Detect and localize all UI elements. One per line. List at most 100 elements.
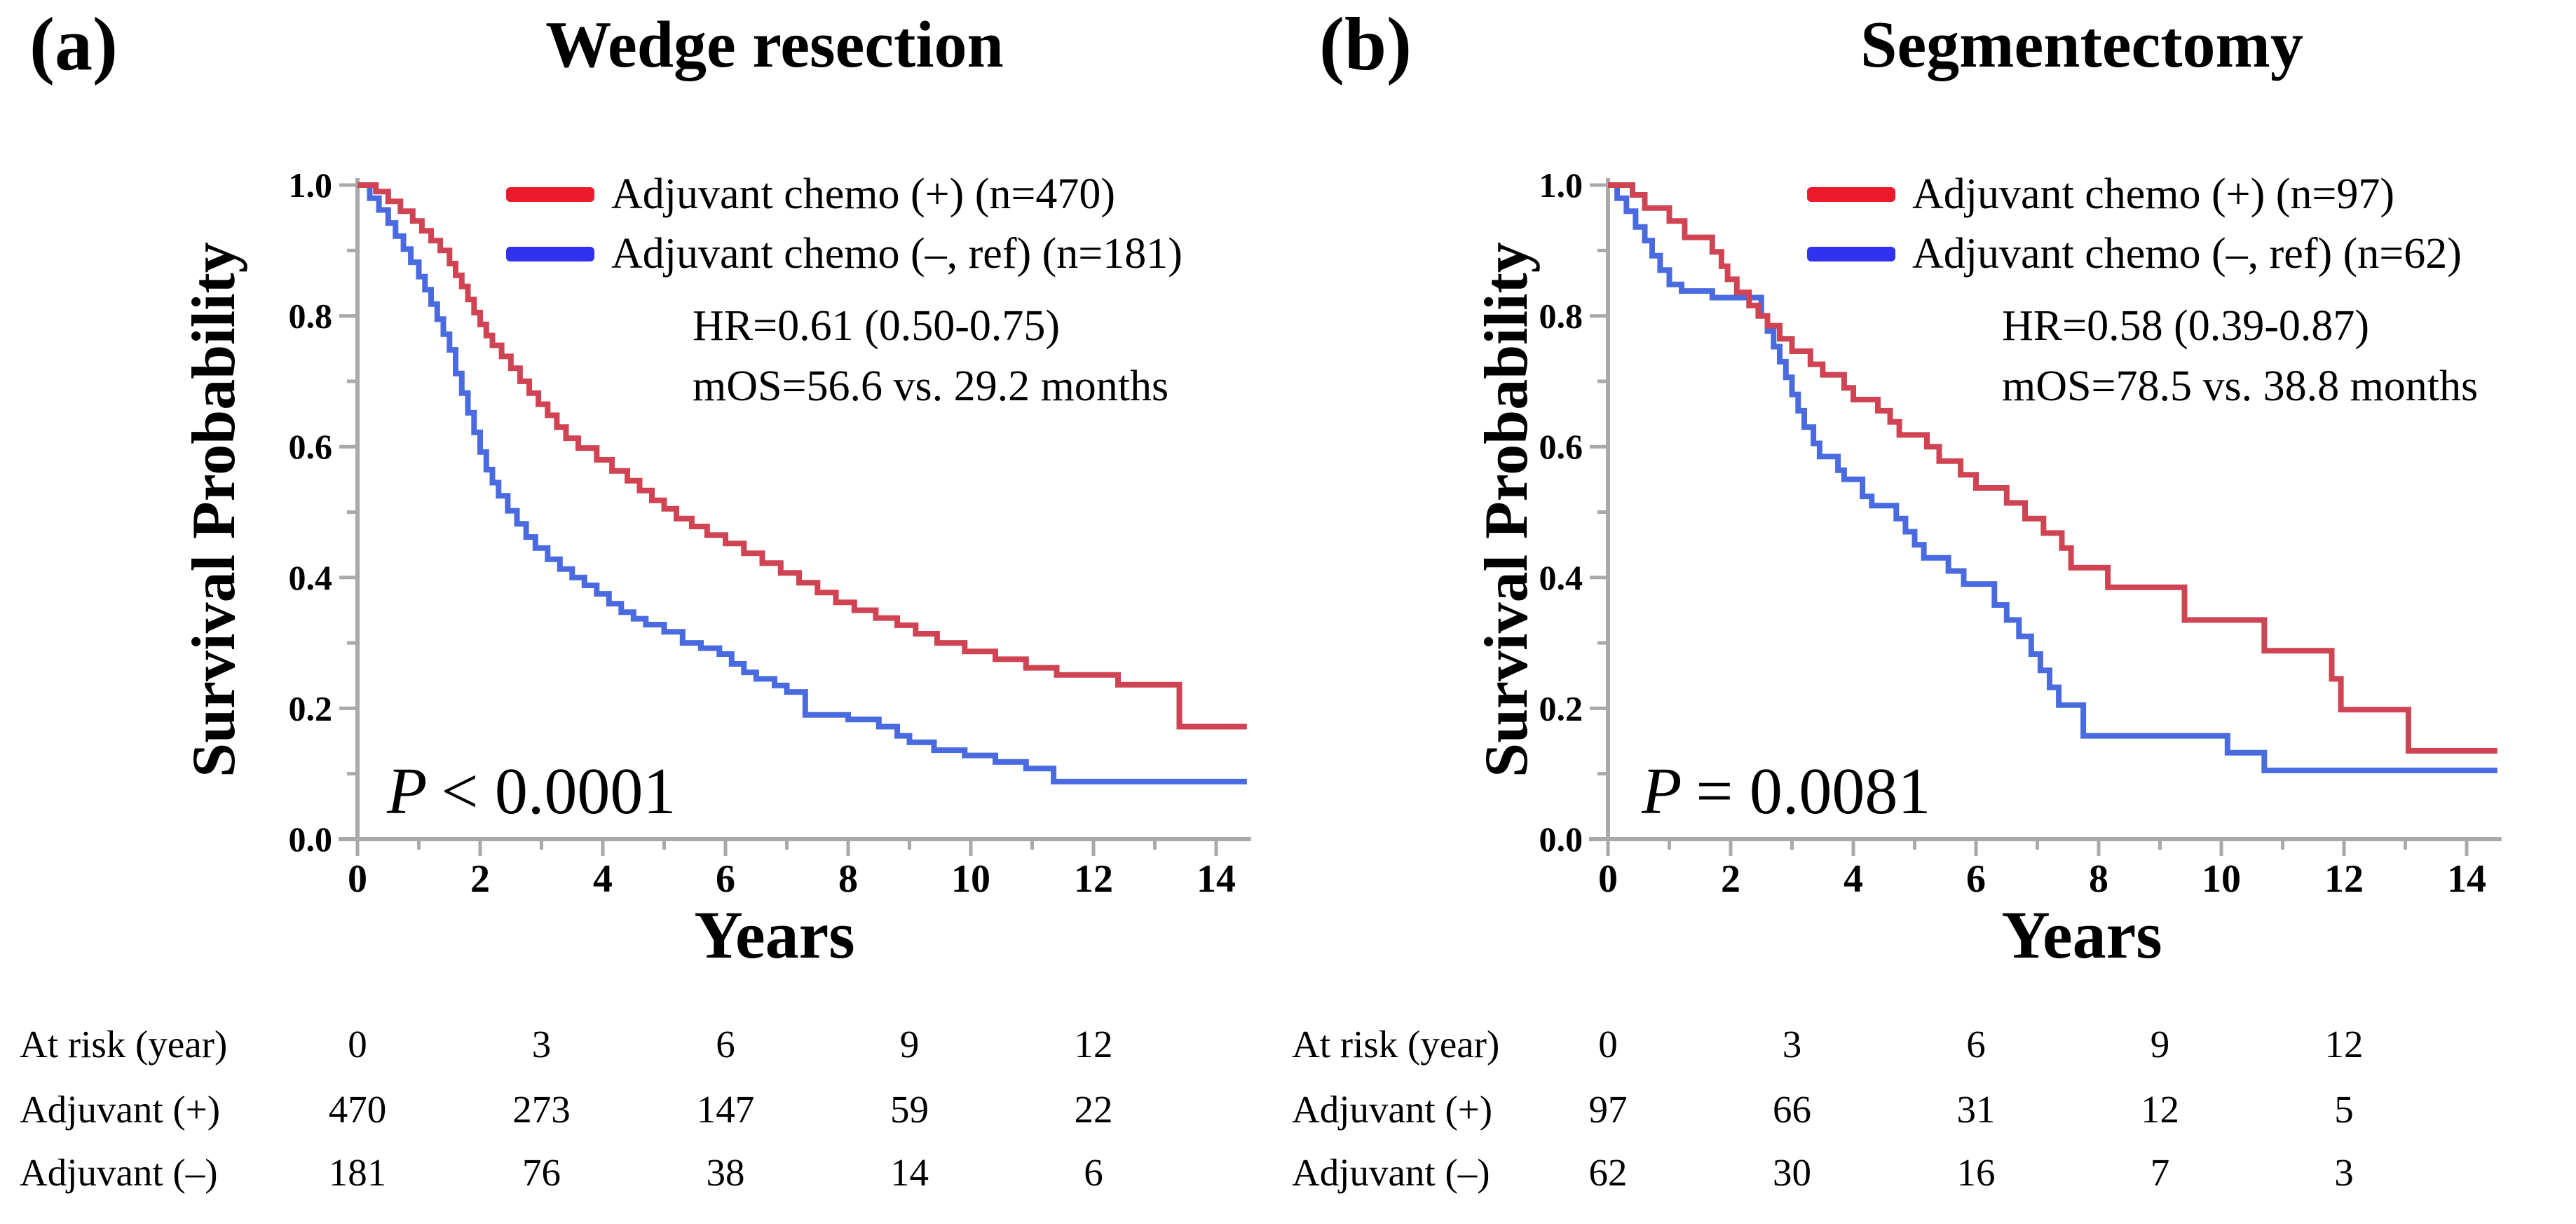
x-tick-label: 8: [838, 857, 858, 901]
survival-curve-adjuvant-plus: [1608, 182, 2497, 754]
at-risk-value: 22: [1074, 1088, 1113, 1131]
at-risk-header-value: 0: [348, 1023, 367, 1066]
at-risk-value: 6: [1084, 1151, 1103, 1194]
at-risk-value: 66: [1773, 1088, 1811, 1131]
x-axis-ticks: [355, 839, 1218, 856]
y-tick-label: 0.4: [1539, 558, 1583, 597]
legend-label: Adjuvant chemo (+) (n=470): [611, 170, 1116, 218]
survival-curve-adjuvant-minus: [1608, 182, 2497, 773]
legend-label: Adjuvant chemo (+) (n=97): [1912, 170, 2395, 218]
y-tick-label: 0.2: [1539, 688, 1583, 728]
at-risk-value: 5: [2334, 1088, 2354, 1131]
at-risk-value: 470: [328, 1088, 387, 1131]
at-risk-header-value: 3: [1782, 1023, 1802, 1066]
at-risk-value: 273: [512, 1088, 571, 1131]
y-tick-label: 0.6: [289, 427, 333, 466]
at-risk-header-label: At risk (year): [20, 1023, 228, 1066]
at-risk-header-value: 0: [1598, 1023, 1618, 1066]
at-risk-header-value: 6: [716, 1023, 735, 1066]
x-axis-ticks: [1606, 839, 2469, 856]
legend-swatch-blue-a: [506, 246, 594, 261]
y-tick-label: 0.8: [1539, 297, 1583, 336]
axes: [339, 178, 1251, 841]
legend-swatch-blue-b: [1807, 246, 1895, 261]
at-risk-row-label: Adjuvant (–): [1292, 1151, 1490, 1194]
x-tick-label: 4: [1844, 857, 1863, 901]
at-risk-header-value: 9: [2150, 1023, 2170, 1066]
y-tick-label: 1.0: [1539, 165, 1583, 205]
chart-title-a: Wedge resection: [545, 8, 1004, 81]
x-tick-label: 12: [1074, 857, 1113, 901]
y-tick-label: 0.0: [1539, 820, 1583, 859]
at-risk-value: 14: [890, 1151, 929, 1194]
at-risk-header-value: 3: [531, 1023, 552, 1066]
x-axis-title-b: Years: [2001, 897, 2162, 972]
x-axis-tick-labels: 0 2 4 6 8 10 12 14: [1598, 857, 2486, 901]
p-value-text: < 0.0001: [441, 755, 676, 828]
x-axis-title-a: Years: [694, 897, 855, 972]
at-risk-header-value: 6: [1966, 1023, 1986, 1066]
x-tick-label: 10: [2202, 857, 2241, 901]
p-symbol: P: [387, 755, 428, 828]
y-tick-label: 0.4: [289, 558, 333, 597]
km-panel-a: 1.0 0.8 0.6 0.4 0.2 0.0 0 2 4 6 8 10 12 14: [289, 165, 1251, 901]
p-value-a: P < 0.0001: [387, 756, 676, 827]
y-axis-ticks: [1590, 183, 1608, 841]
x-tick-label: 0: [348, 857, 367, 901]
hazard-ratio-text-b: HR=0.58 (0.39-0.87): [2002, 302, 2370, 350]
y-tick-label: 0.2: [289, 688, 333, 728]
at-risk-value: 30: [1773, 1151, 1811, 1194]
legend-item-chemo-minus-a: Adjuvant chemo (–, ref) (n=181): [506, 230, 1183, 278]
at-risk-row-label: Adjuvant (+): [1292, 1088, 1493, 1131]
chart-title-b: Segmentectomy: [1860, 8, 2303, 81]
at-risk-header-value: 12: [1074, 1023, 1113, 1066]
at-risk-value: 16: [1956, 1151, 1996, 1194]
x-tick-label: 2: [1721, 857, 1740, 901]
y-tick-label: 0.6: [1539, 427, 1583, 466]
survival-curve-adjuvant-minus: [357, 182, 1247, 784]
legend-item-chemo-plus-a: Adjuvant chemo (+) (n=470): [506, 170, 1116, 218]
y-tick-label: 0.0: [289, 820, 333, 859]
at-risk-row-label: Adjuvant (+): [20, 1088, 221, 1131]
at-risk-header-value: 9: [899, 1023, 920, 1066]
y-axis-ticks: [339, 183, 357, 841]
median-os-text-a: mOS=56.6 vs. 29.2 months: [693, 362, 1169, 410]
legend-swatch-red-b: [1807, 186, 1895, 202]
at-risk-value: 59: [890, 1088, 929, 1131]
x-tick-label: 0: [1598, 857, 1618, 901]
legend-item-chemo-plus-b: Adjuvant chemo (+) (n=97): [1807, 170, 2395, 218]
at-risk-value: 76: [522, 1151, 561, 1194]
at-risk-value: 31: [1956, 1088, 1996, 1131]
p-symbol: P: [1642, 755, 1682, 828]
at-risk-value: 3: [2334, 1151, 2354, 1194]
p-value-b: P = 0.0081: [1642, 756, 1930, 827]
survival-curve-adjuvant-plus: [357, 182, 1247, 730]
legend-label: Adjuvant chemo (–, ref) (n=62): [1912, 229, 2462, 278]
legend-swatch-red-a: [506, 186, 594, 202]
at-risk-header-value: 12: [2324, 1023, 2364, 1066]
x-tick-label: 14: [1197, 857, 1236, 901]
axes: [1589, 178, 2502, 841]
at-risk-header-label: At risk (year): [1292, 1023, 1500, 1066]
y-axis-tick-labels: 1.0 0.8 0.6 0.4 0.2 0.0: [289, 165, 333, 859]
x-tick-label: 10: [951, 857, 990, 901]
median-os-text-b: mOS=78.5 vs. 38.8 months: [2002, 362, 2479, 410]
km-panel-b: 1.0 0.8 0.6 0.4 0.2 0.0 0 2 4 6 8 10 12 14: [1539, 165, 2502, 901]
at-risk-value: 181: [328, 1151, 387, 1194]
x-tick-label: 12: [2324, 857, 2364, 901]
x-tick-label: 8: [2089, 857, 2108, 901]
x-axis-tick-labels: 0 2 4 6 8 10 12 14: [348, 857, 1236, 901]
at-risk-value: 12: [2141, 1088, 2179, 1131]
at-risk-value: 97: [1588, 1088, 1628, 1131]
x-tick-label: 14: [2447, 857, 2486, 901]
at-risk-value: 62: [1588, 1151, 1628, 1194]
at-risk-row-label: Adjuvant (–): [20, 1151, 218, 1194]
legend-item-chemo-minus-b: Adjuvant chemo (–, ref) (n=62): [1807, 229, 2462, 278]
at-risk-value: 7: [2150, 1151, 2170, 1194]
at-risk-value: 147: [696, 1088, 755, 1131]
hazard-ratio-text-a: HR=0.61 (0.50-0.75): [693, 302, 1061, 350]
panel-label-b: (b): [1319, 3, 1412, 86]
